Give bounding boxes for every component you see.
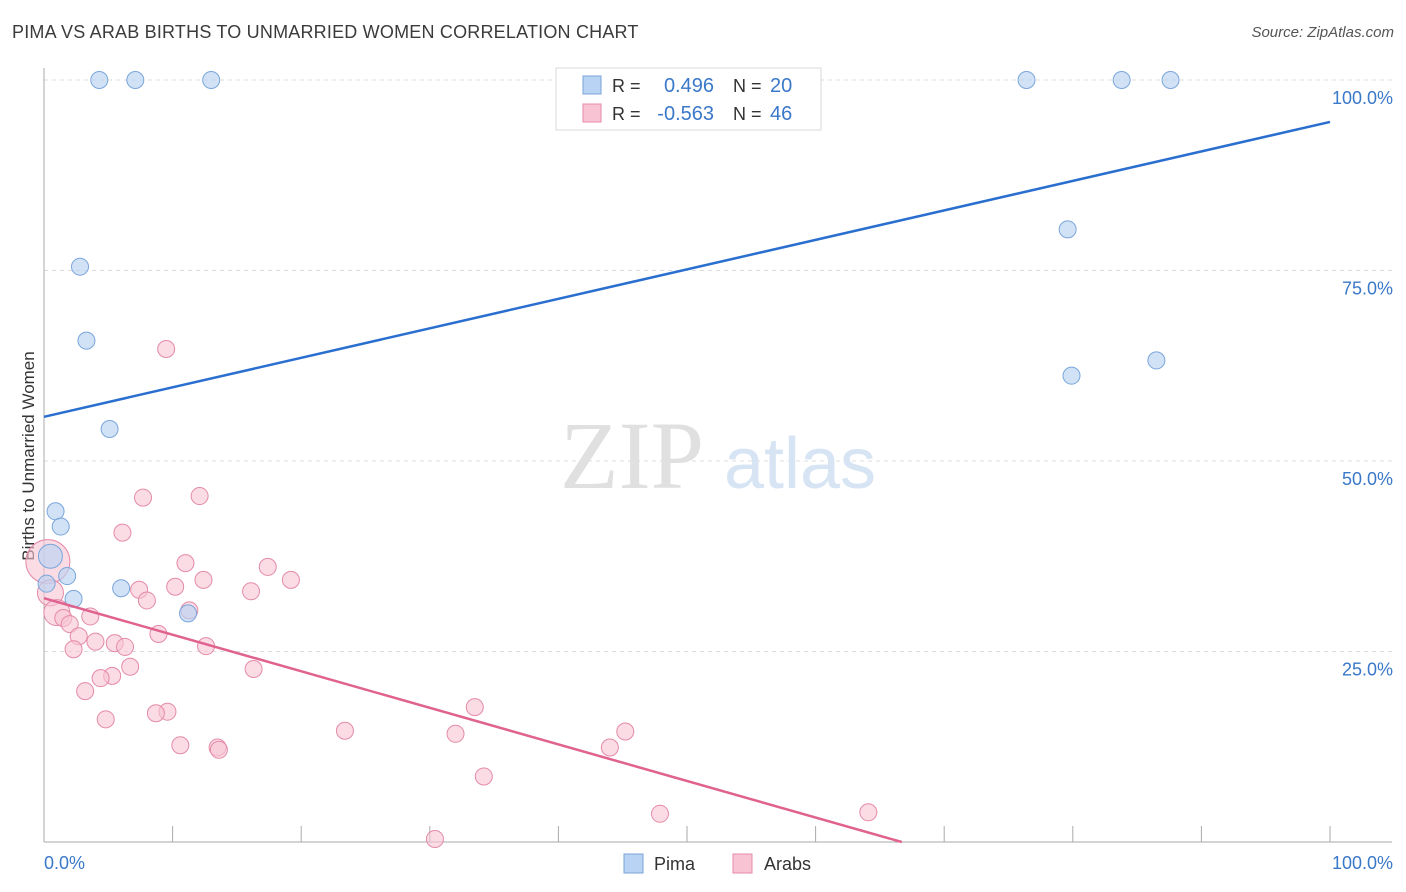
pima-point	[71, 257, 90, 276]
arabs-point	[86, 632, 105, 651]
arabs-point	[190, 487, 209, 506]
pima-point	[90, 71, 109, 89]
pima-point	[126, 71, 145, 89]
arabs-point	[244, 660, 263, 679]
arabs-point	[91, 669, 110, 688]
legend-pima-label: Pima	[654, 854, 696, 874]
arabs-point	[859, 803, 878, 822]
pima-point	[112, 579, 131, 598]
arabs-point	[76, 682, 95, 701]
arabs-point	[616, 722, 635, 741]
arabs-point	[650, 804, 669, 823]
y-tick-label: 100.0%	[1332, 88, 1393, 108]
arabs-r-value: -0.563	[657, 103, 714, 125]
arabs-n-value: 46	[770, 103, 792, 125]
arabs-series	[25, 339, 878, 848]
arabs-point	[194, 570, 213, 589]
x-tick-labels: 0.0% 100.0%	[44, 853, 1393, 873]
arabs-point	[425, 829, 444, 848]
pima-point	[58, 567, 77, 586]
arabs-point	[242, 582, 261, 601]
source-credit: Source: ZipAtlas.com	[1251, 24, 1394, 41]
pima-point	[1017, 71, 1036, 89]
arabs-point	[335, 721, 354, 740]
pima-point	[37, 543, 63, 569]
arabs-point	[60, 615, 79, 634]
pima-n-value: 20	[770, 75, 792, 97]
arabs-point	[176, 554, 195, 573]
watermark-atlas: atlas	[724, 424, 876, 504]
chart-title: PIMA VS ARAB BIRTHS TO UNMARRIED WOMEN C…	[12, 22, 639, 42]
axes	[43, 68, 1392, 843]
arabs-point	[474, 767, 493, 786]
pima-point	[1147, 351, 1166, 370]
arabs-n-label: N =	[733, 104, 762, 124]
pima-r-value: 0.496	[664, 75, 714, 97]
arabs-legend-swatch	[582, 103, 602, 123]
y-axis-label: Births to Unmarried Women	[19, 351, 38, 560]
arabs-point	[137, 591, 156, 610]
arabs-point	[446, 724, 465, 743]
legend-pima-swatch	[623, 853, 644, 874]
arabs-point	[113, 523, 132, 542]
pima-point	[100, 419, 119, 438]
pima-point	[1062, 366, 1081, 385]
arabs-point	[171, 736, 190, 755]
arabs-point	[157, 339, 176, 358]
arabs-point	[121, 657, 140, 676]
pima-point	[202, 71, 221, 89]
pima-trend-line	[43, 120, 1331, 419]
y-tick-label: 25.0%	[1342, 660, 1393, 680]
legend-arabs-label: Arabs	[764, 854, 811, 874]
pima-n-label: N =	[733, 76, 762, 96]
arabs-point	[209, 740, 228, 759]
arabs-r-label: R =	[612, 104, 641, 124]
arabs-point	[96, 710, 115, 729]
pima-legend-swatch	[582, 75, 602, 95]
pima-point	[46, 502, 65, 521]
watermark-zip: ZIP	[560, 402, 704, 509]
y-tick-label: 50.0%	[1342, 469, 1393, 489]
legend-arabs-swatch	[732, 853, 753, 874]
arabs-point	[64, 640, 83, 659]
arabs-point	[146, 704, 165, 723]
arabs-point	[134, 488, 153, 507]
arabs-point	[600, 738, 619, 757]
y-tick-label: 75.0%	[1342, 279, 1393, 299]
pima-point	[77, 331, 96, 350]
arabs-point	[116, 637, 135, 656]
stats-legend: R = 0.496 N = 20 R = -0.563 N = 46	[555, 67, 822, 131]
series-legend: Pima Arabs	[623, 853, 811, 874]
arabs-point	[166, 577, 185, 596]
pima-point	[179, 604, 198, 623]
arabs-trend-line	[43, 596, 903, 844]
pima-r-label: R =	[612, 76, 641, 96]
y-tick-labels: 25.0% 50.0% 75.0% 100.0%	[1332, 88, 1393, 680]
arabs-point	[465, 698, 484, 717]
arabs-point	[258, 557, 277, 576]
x-tick-label: 100.0%	[1332, 853, 1393, 873]
pima-point	[51, 517, 70, 536]
pima-point	[1058, 220, 1077, 239]
pima-point	[37, 574, 56, 593]
pima-point	[1161, 71, 1180, 89]
trend-lines	[43, 120, 1331, 844]
arabs-point	[281, 570, 300, 589]
grid-lines	[44, 79, 1392, 652]
pima-point	[1112, 71, 1131, 89]
x-tick-label: 0.0%	[44, 853, 85, 873]
pima-series	[37, 71, 1180, 623]
watermark: ZIP atlas	[560, 402, 876, 509]
